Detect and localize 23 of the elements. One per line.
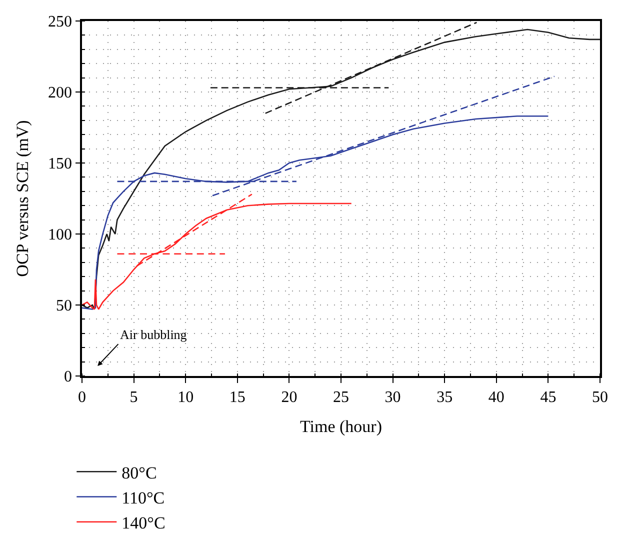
x-tick-label: 45 <box>540 388 556 406</box>
y-tick-label: 150 <box>48 156 72 173</box>
x-tick-label: 50 <box>592 388 608 406</box>
x-tick-label: 20 <box>281 388 298 406</box>
y-axis-title: OCP versus SCE (mV) <box>13 120 32 277</box>
x-tick-label: 40 <box>488 388 504 406</box>
y-tick-label: 100 <box>48 226 72 244</box>
annotation: Air bubbling <box>120 327 188 342</box>
x-tick-label: 5 <box>130 388 138 406</box>
x-tick-label: 10 <box>178 388 194 406</box>
legend-label: 140°C <box>122 513 166 532</box>
x-axis-title: Time (hour) <box>300 416 382 436</box>
legend-label: 80°C <box>122 463 157 482</box>
x-tick-label: 35 <box>436 388 453 406</box>
y-tick-label: 250 <box>48 14 72 31</box>
legend-label: 110°C <box>122 488 165 508</box>
y-tick-label: 50 <box>56 298 72 315</box>
x-tick-label: 25 <box>333 388 349 406</box>
y-tick-label: 0 <box>64 368 72 386</box>
y-tick-label: 200 <box>48 84 72 102</box>
x-tick-label: 0 <box>78 388 86 406</box>
x-tick-label: 15 <box>229 388 246 406</box>
x-tick-label: 30 <box>384 388 401 406</box>
